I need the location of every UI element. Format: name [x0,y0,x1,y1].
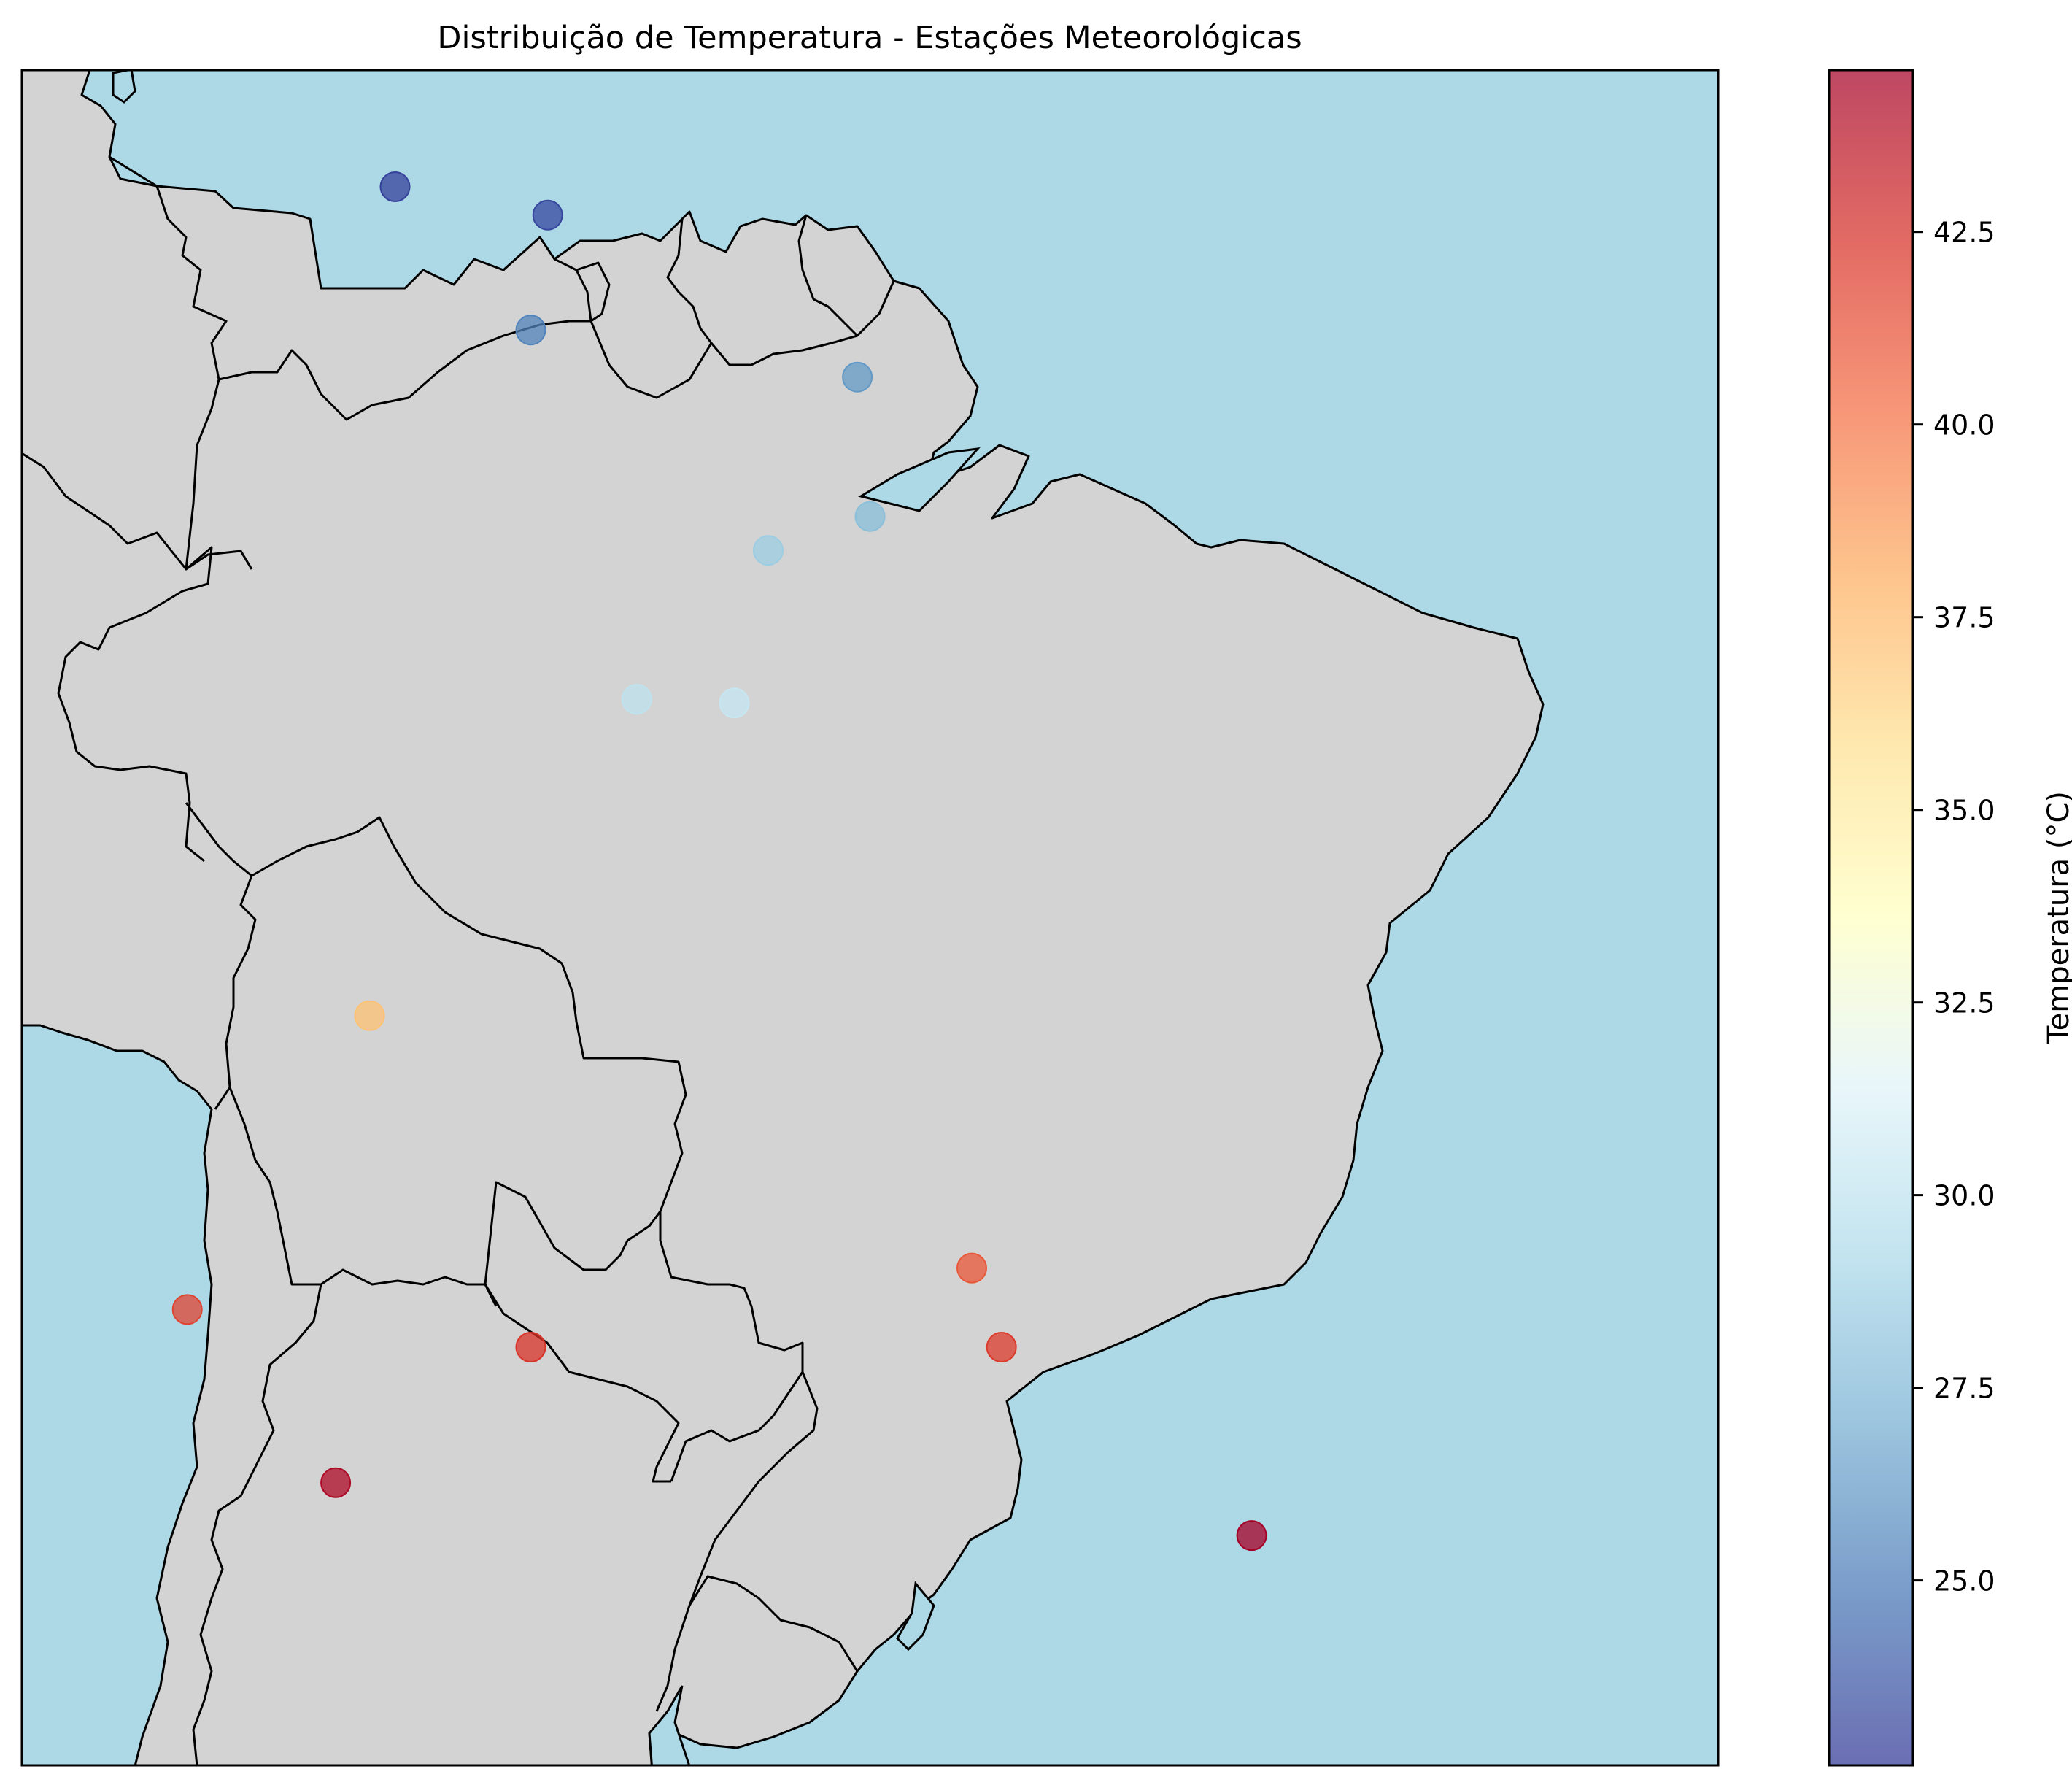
station-point-3 [515,315,546,346]
station-markers [171,171,1267,1551]
colorbar-tick-label: 35.0 [1933,795,1995,827]
colorbar-ticks: 25.0 27.5 30.0 32.5 35.0 37.5 40.0 42.5 [1913,217,1995,1597]
land-south-america [22,70,1545,1765]
lagoa-dos-patos [896,1581,935,1651]
land-layer [22,70,1545,1765]
station-point-14 [320,1467,352,1498]
lake-maracaibo [112,70,136,104]
colorbar-gradient [1829,70,1913,1765]
amazon-estuary [858,447,981,512]
colorbar-tick-label: 37.5 [1933,602,1995,634]
colorbar-tick-label: 40.0 [1933,409,1995,442]
colorbar-label: Temperatura (°C) [2042,791,2072,1044]
station-point-5 [854,501,886,532]
station-point-2 [532,199,563,231]
station-point-9 [354,1000,385,1031]
colorbar-tick-label: 27.5 [1933,1373,1995,1405]
chart-title: Distribuição de Temperatura - Estações M… [437,20,1302,56]
station-point-7 [621,684,652,715]
colorbar-tick-label: 25.0 [1933,1565,1995,1597]
map-axes [20,69,1720,1767]
colorbar-tick-label: 32.5 [1933,987,1995,1019]
colorbar-tick-label: 30.0 [1933,1180,1995,1212]
station-point-12 [956,1252,987,1284]
station-point-15 [1236,1520,1267,1551]
la-plata-estuary [648,1685,691,1765]
station-point-10 [171,1294,203,1325]
country-borders [22,155,895,1765]
station-point-13 [986,1332,1017,1362]
colorbar: 25.0 27.5 30.0 32.5 35.0 37.5 40.0 42.5 Tempera… [1828,69,2072,1767]
station-point-6 [753,535,784,566]
station-point-8 [719,687,750,719]
colorbar-frame [1828,69,1914,1767]
station-point-11 [515,1332,546,1362]
station-point-4 [842,361,873,393]
map-frame [20,69,1720,1767]
station-point-1 [379,171,411,202]
colorbar-tick-label: 42.5 [1933,217,1995,249]
